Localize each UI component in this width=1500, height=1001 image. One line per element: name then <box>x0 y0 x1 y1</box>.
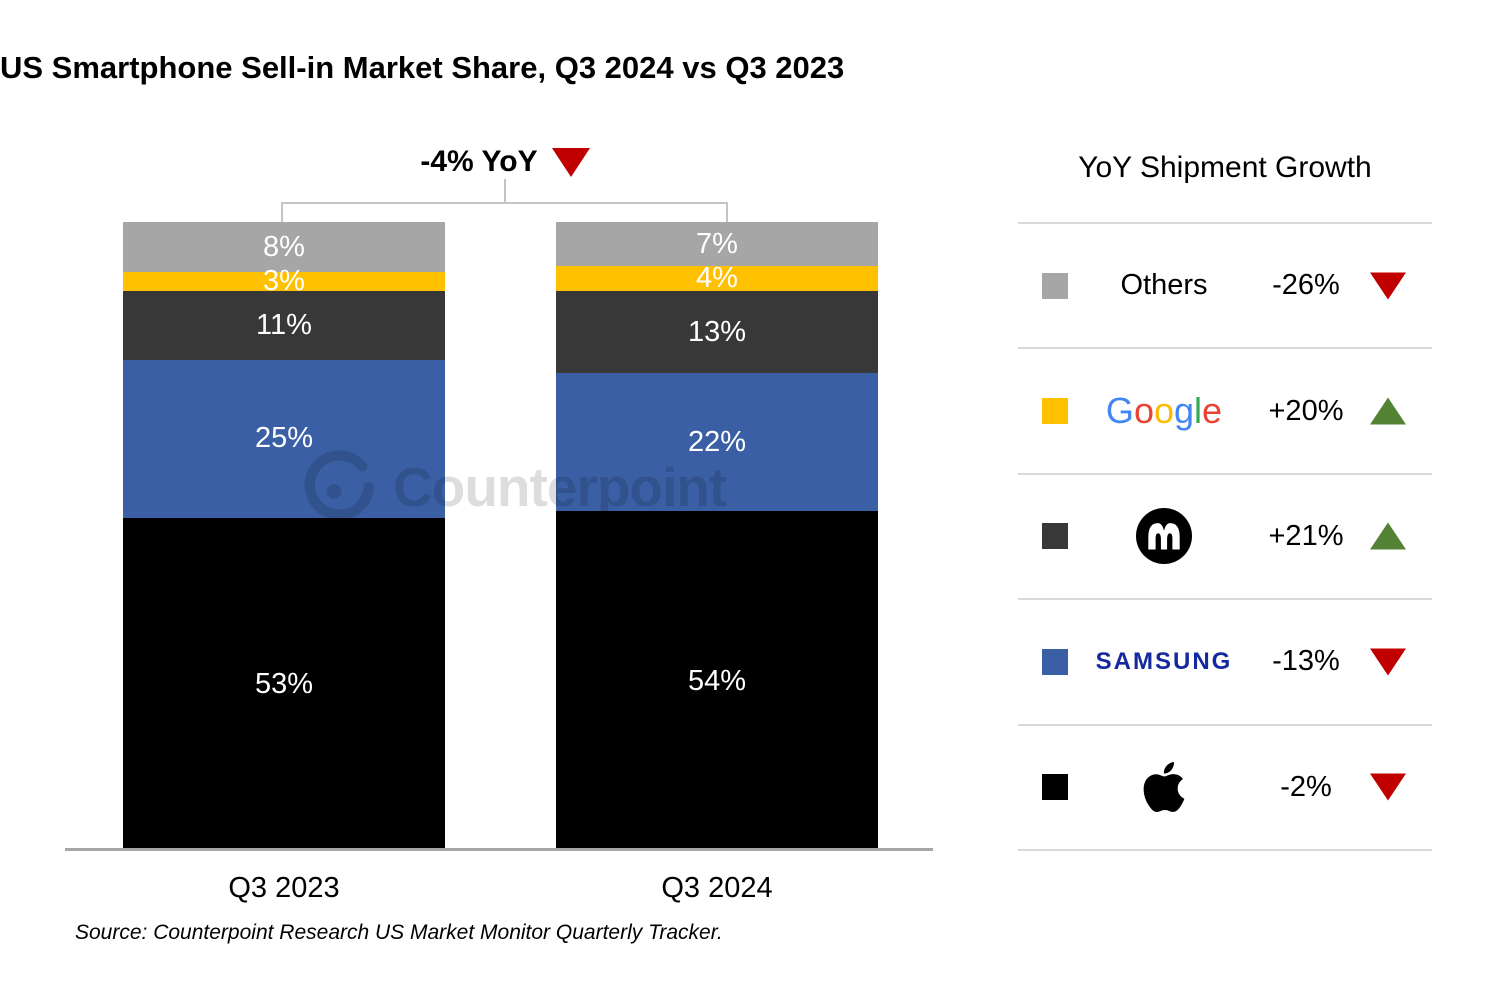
google-brand: Google <box>1076 349 1252 472</box>
others-brand: Others <box>1076 224 1252 347</box>
motorola-logo-icon <box>1136 508 1192 565</box>
segment-value-label: 7% <box>696 227 738 260</box>
apple-logo-icon <box>1143 762 1185 813</box>
x-axis-label-q3-2024: Q3 2024 <box>661 872 773 904</box>
segment-value-label: 3% <box>263 265 305 298</box>
up-triangle-icon <box>1370 522 1406 550</box>
bracket-line <box>504 179 506 203</box>
stacked-bar-q3-2023: 8% 3% 11% 25% 53% <box>123 222 445 851</box>
google-color-swatch <box>1042 398 1068 425</box>
up-triangle-icon <box>1370 397 1406 425</box>
motorola-yoy-change: +21% <box>1268 519 1344 552</box>
google-logo-letter: e <box>1202 390 1223 432</box>
down-triangle-icon <box>1370 272 1406 300</box>
motorola-trend-indicator <box>1370 522 1406 550</box>
google-trend-indicator <box>1370 397 1406 425</box>
samsung-brand: SAMSUNG <box>1076 600 1252 723</box>
bar-segment-apple-q3-2023: 53% <box>123 517 445 851</box>
down-triangle-icon <box>1370 648 1406 676</box>
bar-segment-others-q3-2023: 8% <box>123 222 445 273</box>
google-logo-letter: G <box>1105 390 1134 432</box>
segment-value-label: 11% <box>256 309 312 342</box>
apple-brand <box>1076 726 1252 849</box>
others-color-swatch <box>1042 272 1068 299</box>
legend-panel: Others -26% Google +20% +21% SAMSUNG -13% -2% <box>1018 222 1432 851</box>
source-note: Source: Counterpoint Research US Market … <box>75 921 723 944</box>
yoy-total-label: -4% YoY <box>420 145 538 178</box>
google-logo-letter: o <box>1153 390 1174 432</box>
google-logo: Google <box>1106 393 1222 429</box>
segment-value-label: 22% <box>687 425 747 458</box>
yoy-down-triangle-icon <box>551 147 590 177</box>
chart-title: US Smartphone Sell-in Market Share, Q3 2… <box>0 50 845 85</box>
bar-segment-google-q3-2023: 3% <box>123 267 445 296</box>
bracket-line <box>281 202 728 204</box>
bar-segment-motorola-q3-2024: 13% <box>556 291 878 373</box>
bar-segment-apple-q3-2024: 54% <box>556 511 878 851</box>
bar-segment-others-q3-2024: 7% <box>556 222 878 267</box>
bar-segment-google-q3-2024: 4% <box>556 262 878 295</box>
legend-row-motorola: +21% <box>1018 472 1432 598</box>
bracket-line <box>726 202 728 222</box>
bar-segment-motorola-q3-2023: 11% <box>123 291 445 361</box>
segment-value-label: 4% <box>696 262 738 295</box>
google-logo-letter: l <box>1194 390 1203 432</box>
legend-row-google: Google +20% <box>1018 347 1432 472</box>
others-label: Others <box>1120 269 1208 302</box>
bracket-line <box>281 202 283 222</box>
samsung-color-swatch <box>1042 648 1068 675</box>
google-logo-letter: g <box>1174 390 1195 432</box>
bar-segment-samsung-q3-2023: 25% <box>123 360 445 518</box>
apple-yoy-change: -2% <box>1280 770 1332 803</box>
legend-row-others: Others -26% <box>1018 222 1432 347</box>
google-logo-letter: o <box>1133 390 1154 432</box>
yoy-total-annotation: -4% YoY <box>305 145 705 179</box>
legend-row-samsung: SAMSUNG -13% <box>1018 598 1432 723</box>
segment-value-label: 54% <box>687 664 747 697</box>
bar-segment-samsung-q3-2024: 22% <box>556 372 878 512</box>
apple-color-swatch <box>1042 774 1068 801</box>
segment-value-label: 8% <box>263 230 305 263</box>
others-trend-indicator <box>1370 272 1406 300</box>
apple-trend-indicator <box>1370 773 1406 801</box>
motorola-color-swatch <box>1042 523 1068 550</box>
others-yoy-change: -26% <box>1272 269 1340 302</box>
motorola-brand <box>1076 475 1252 598</box>
samsung-trend-indicator <box>1370 648 1406 676</box>
google-yoy-change: +20% <box>1268 394 1344 427</box>
samsung-yoy-change: -13% <box>1272 645 1340 678</box>
legend-row-apple: -2% <box>1018 723 1432 849</box>
segment-value-label: 13% <box>687 315 747 348</box>
stacked-bar-q3-2024: 7% 4% 13% 22% 54% <box>556 222 878 851</box>
down-triangle-icon <box>1370 773 1406 801</box>
x-axis-label-q3-2023: Q3 2023 <box>228 872 340 904</box>
x-axis-line <box>65 848 933 851</box>
legend-header: YoY Shipment Growth <box>1078 151 1372 184</box>
segment-value-label: 25% <box>254 422 314 455</box>
segment-value-label: 53% <box>254 667 314 700</box>
samsung-logo: SAMSUNG <box>1095 647 1233 675</box>
